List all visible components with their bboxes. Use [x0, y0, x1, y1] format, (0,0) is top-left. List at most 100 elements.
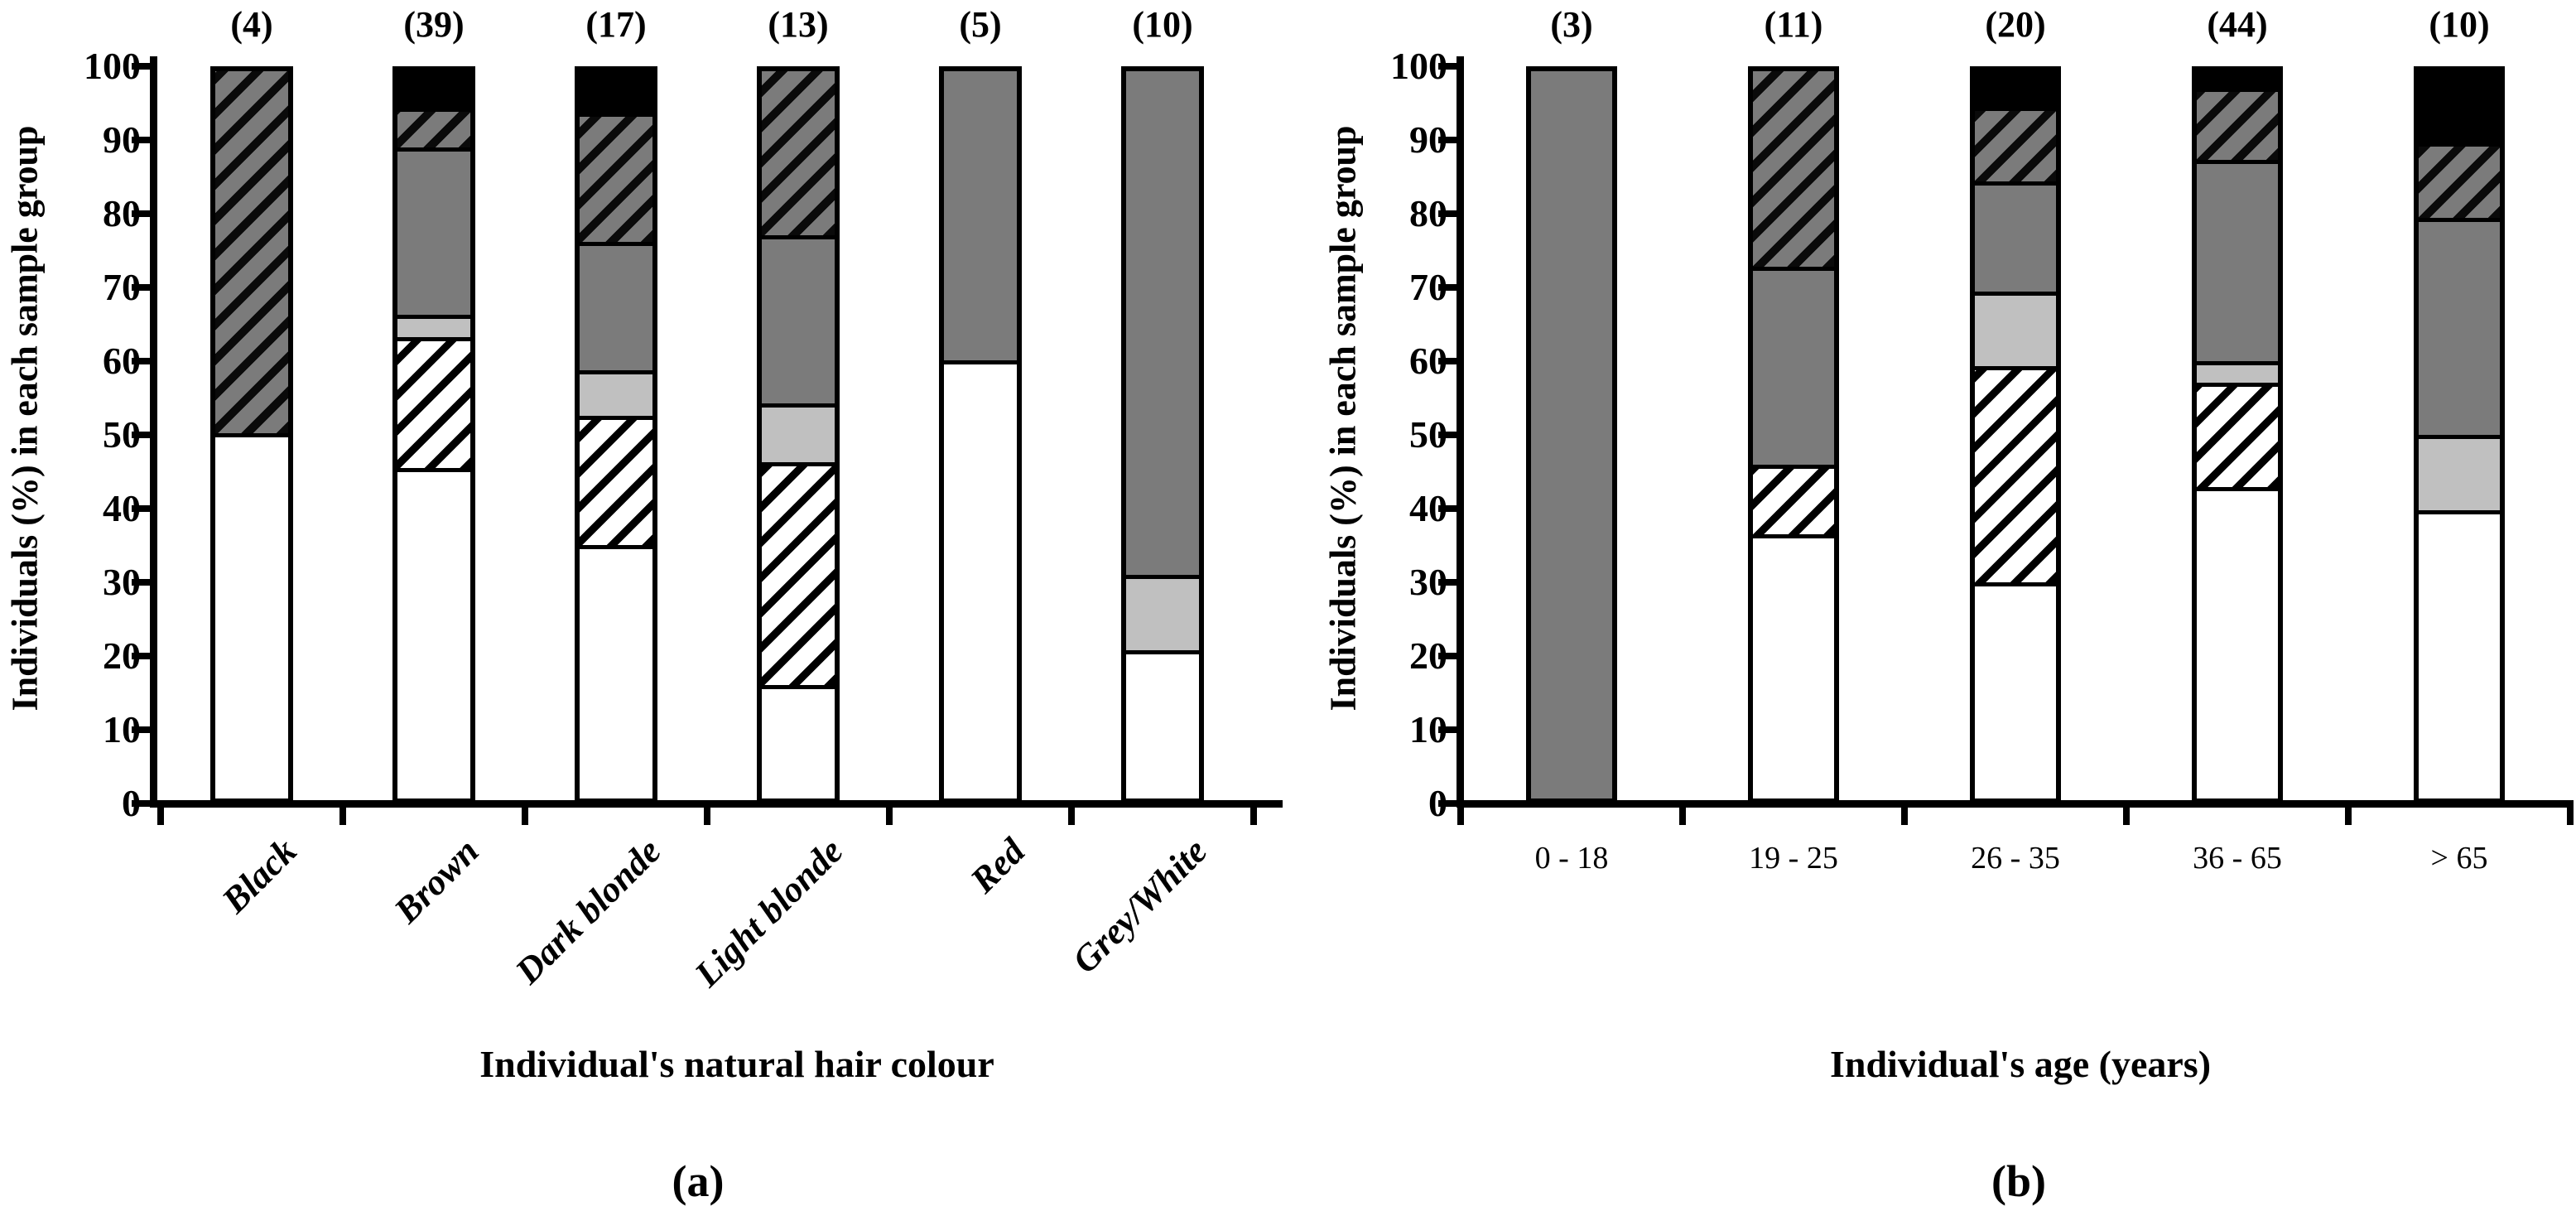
- y-tick-label: 80: [1409, 192, 1447, 234]
- sample-size-label: (5): [959, 4, 1002, 45]
- bar-segment-dark_hatch: [762, 71, 835, 235]
- y-tick-label: 90: [1409, 118, 1447, 161]
- bar-segment-dark_hatch: [2419, 142, 2500, 218]
- sample-size-label: (39): [403, 4, 465, 45]
- y-tick: [132, 579, 153, 586]
- y-tick-label: 90: [103, 118, 141, 161]
- bar-segment-dark_hatch: [397, 107, 470, 147]
- sample-size-label: (10): [1132, 4, 1193, 45]
- x-tick: [1679, 803, 1686, 825]
- panel-label-b: (b): [1991, 1156, 2046, 1206]
- y-tick: [1438, 726, 1460, 733]
- bar--65: [2414, 66, 2505, 803]
- y-tick: [132, 432, 153, 438]
- y-axis-line-b: [1457, 56, 1464, 807]
- bar-segment-dark_hatch: [215, 71, 288, 433]
- category-label: 26 - 35: [1971, 841, 2060, 876]
- y-axis-line-a: [150, 56, 157, 807]
- category-label: > 65: [2430, 841, 2488, 876]
- y-tick-label: 30: [103, 561, 141, 603]
- bar-36-65: [2192, 66, 2283, 803]
- x-tick: [157, 803, 164, 825]
- x-tick: [1457, 803, 1464, 825]
- sample-size-label: (20): [1985, 4, 2046, 45]
- y-tick: [132, 505, 153, 512]
- y-tick-label: 30: [1409, 561, 1447, 603]
- y-tick-label: 60: [103, 340, 141, 382]
- bar-segment-light_hatch: [1975, 366, 2056, 583]
- y-tick-label: 10: [1409, 708, 1447, 750]
- bar-segment-light_gray: [762, 403, 835, 462]
- y-tick: [132, 358, 153, 364]
- y-tick: [1438, 210, 1460, 217]
- bar-light-blonde: [757, 66, 840, 803]
- bar-segment-dark_gray: [397, 147, 470, 316]
- category-label: Dark blonde: [507, 830, 669, 992]
- y-tick-label: 80: [103, 192, 141, 234]
- y-tick-label: 10: [103, 708, 141, 750]
- bar-segment-black: [2419, 71, 2500, 142]
- bar-segment-light_hatch: [1753, 465, 1834, 534]
- sample-size-label: (11): [1764, 4, 1823, 45]
- y-tick-label: 40: [103, 487, 141, 529]
- sample-size-label: (3): [1550, 4, 1593, 45]
- panel-label-a: (a): [672, 1156, 725, 1206]
- y-tick-label: 60: [1409, 340, 1447, 382]
- y-tick: [132, 284, 153, 291]
- y-tick-label: 20: [103, 634, 141, 677]
- x-tick: [2567, 803, 2574, 825]
- y-tick-label: 0: [1428, 782, 1447, 824]
- bar-brown: [392, 66, 475, 803]
- y-tick: [1438, 63, 1460, 70]
- bar-segment-dark_gray: [762, 235, 835, 403]
- bar-segment-light_hatch: [762, 462, 835, 685]
- bar-segment-light_gray: [1975, 291, 2056, 367]
- sample-size-label: (13): [768, 4, 829, 45]
- y-tick: [132, 210, 153, 217]
- bar-segment-light_gray: [397, 315, 470, 338]
- y-tick: [132, 653, 153, 659]
- y-tick: [1438, 579, 1460, 586]
- bar-segment-light_gray: [1126, 574, 1199, 651]
- bar-segment-dark_hatch: [2197, 88, 2278, 160]
- bar-segment-dark_gray: [944, 71, 1017, 361]
- bar-segment-black: [2197, 71, 2278, 89]
- y-tick: [1438, 137, 1460, 143]
- bar-segment-light_hatch: [580, 416, 652, 545]
- y-tick: [132, 726, 153, 733]
- category-label: Black: [214, 830, 305, 921]
- x-tick: [704, 803, 710, 825]
- y-tick-label: 50: [1409, 413, 1447, 456]
- x-axis-title-a: Individual's natural hair colour: [479, 1043, 994, 1085]
- category-label: 0 - 18: [1534, 841, 1609, 876]
- x-tick: [522, 803, 528, 825]
- bar-segment-black: [397, 71, 470, 108]
- bar-segment-white: [1975, 582, 2056, 799]
- bar-grey-white: [1121, 66, 1204, 803]
- bar-segment-dark_hatch: [1753, 71, 1834, 267]
- x-axis-title-b: Individual's age (years): [1829, 1043, 2212, 1085]
- bar-red: [939, 66, 1022, 803]
- y-tick-label: 100: [1390, 45, 1447, 87]
- category-label: Light blonde: [686, 830, 851, 995]
- bar-segment-dark_hatch: [580, 113, 652, 242]
- bar-segment-dark_gray: [1531, 71, 1612, 798]
- bar-0-18: [1526, 66, 1617, 803]
- bar-segment-white: [1126, 650, 1199, 798]
- bar-segment-white: [397, 467, 470, 798]
- x-tick: [1250, 803, 1257, 825]
- bar-segment-dark_hatch: [1975, 106, 2056, 181]
- bar-segment-white: [215, 432, 288, 798]
- x-axis-line-b: [1457, 800, 2574, 808]
- y-tick-label: 20: [1409, 634, 1447, 677]
- bar-segment-dark_gray: [1975, 181, 2056, 292]
- bar-segment-light_hatch: [397, 337, 470, 468]
- category-label: Brown: [386, 830, 487, 931]
- y-tick: [1438, 284, 1460, 291]
- bar-segment-black: [580, 71, 652, 113]
- bar-segment-light_gray: [2197, 361, 2278, 383]
- x-tick: [1068, 803, 1075, 825]
- sample-size-label: (44): [2207, 4, 2268, 45]
- bar-segment-light_gray: [2419, 435, 2500, 510]
